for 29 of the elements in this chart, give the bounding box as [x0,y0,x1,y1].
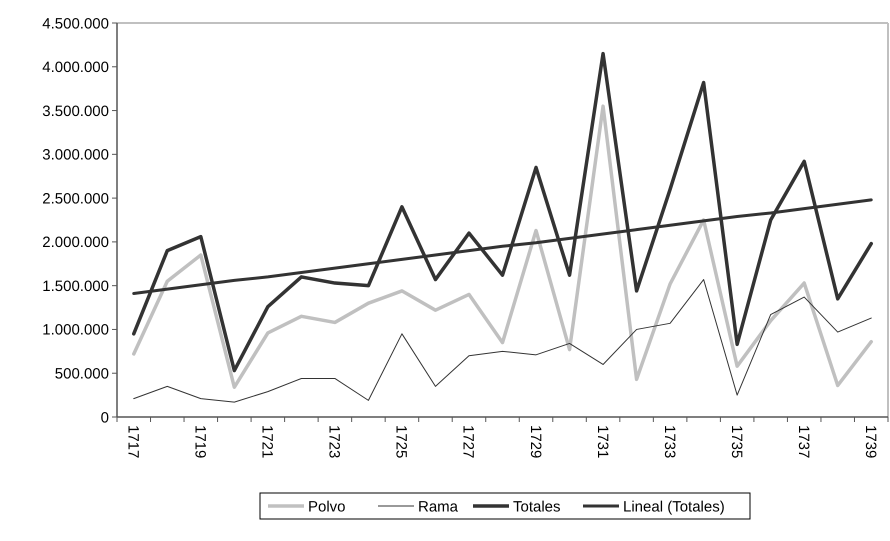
y-tick-label: 4.500.000 [42,15,109,32]
line-series [133,279,872,403]
y-tick-label: 4.000.000 [42,59,109,76]
y-tick-label: 3.000.000 [42,146,109,164]
x-tick-label: 1727 [460,425,477,458]
x-tick-label: 1739 [862,425,879,458]
line-series [132,52,873,372]
line-series [132,104,873,389]
y-tick-label: 3.500.000 [42,102,109,120]
x-tick-label: 1723 [326,425,343,458]
legend-label: Polvo [308,498,346,516]
legend-label: Rama [418,498,459,516]
y-tick-label: 0 [100,409,109,426]
x-tick-label: 1729 [526,425,544,458]
x-tick-label: 1737 [794,425,812,458]
y-tick-label: 1.500.000 [42,278,109,295]
x-tick-label: 1717 [124,425,142,458]
legend-label: Lineal (Totales) [623,498,725,516]
y-tick-label: 2.500.000 [42,190,109,208]
x-tick-label: 1725 [392,425,410,458]
legend-label: Totales [513,498,561,516]
x-tick-label: 1733 [660,425,678,458]
y-tick-label: 1.000.000 [42,322,109,339]
x-tick-label: 1735 [728,425,745,458]
y-tick-label: 500.000 [54,365,109,382]
x-tick-label: 1731 [594,425,611,458]
x-tick-label: 1721 [258,425,276,458]
y-tick-label: 2.000.000 [42,234,109,252]
x-tick-label: 1719 [192,425,209,458]
